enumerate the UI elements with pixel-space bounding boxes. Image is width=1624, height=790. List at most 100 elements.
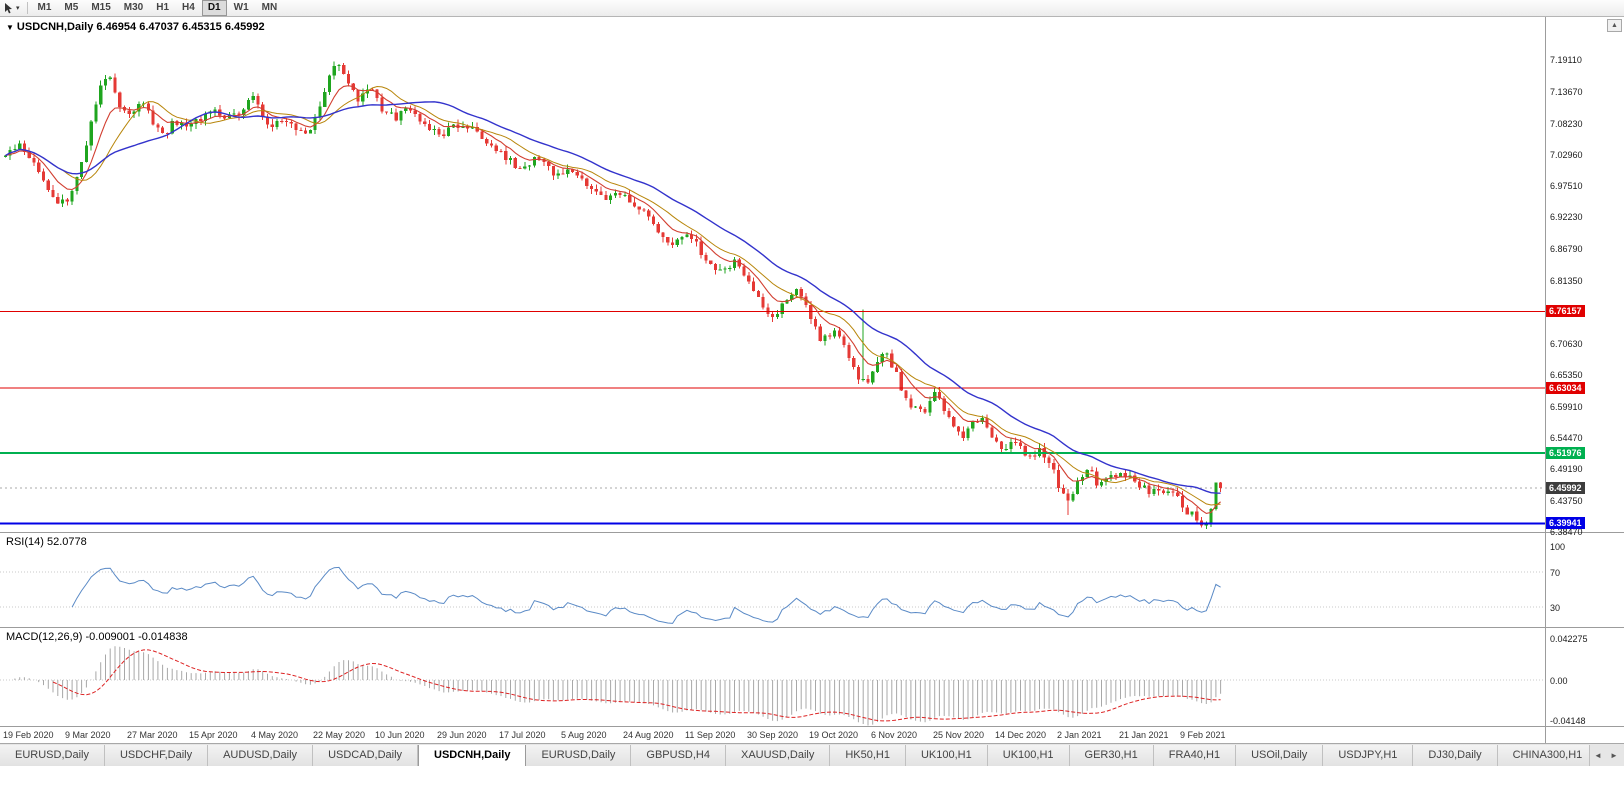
rsi-axis-tick: 30 xyxy=(1550,603,1561,613)
chart-tab-dj30-daily[interactable]: DJ30,Daily xyxy=(1413,745,1498,766)
pane-divider[interactable] xyxy=(0,532,1624,533)
chart-tab-gbpusd-h4[interactable]: GBPUSD,H4 xyxy=(631,745,726,766)
timeframe-button-w1[interactable]: W1 xyxy=(233,2,249,13)
macd-axis-tick: 0.00 xyxy=(1550,676,1568,686)
macd-axis-tick: -0.04148 xyxy=(1550,716,1586,726)
rsi-axis-tick: 70 xyxy=(1550,568,1561,578)
price-axis-tick: 6.70630 xyxy=(1550,338,1583,349)
price-axis-tick: 6.49190 xyxy=(1550,464,1583,475)
x-axis-label: 17 Jul 2020 xyxy=(499,730,546,740)
timeframe-button-mn[interactable]: MN xyxy=(261,2,278,13)
price-axis-separator xyxy=(1545,17,1546,743)
price-level-tag: 6.76157 xyxy=(1546,305,1585,318)
x-axis-label: 9 Mar 2020 xyxy=(65,730,111,740)
cursor-tool-icon[interactable] xyxy=(4,2,14,14)
macd-label: MACD(12,26,9) -0.009001 -0.014838 xyxy=(6,631,188,643)
macd-chart[interactable] xyxy=(0,628,1545,726)
price-level-tag: 6.63034 xyxy=(1546,382,1585,395)
timeframe-button-m30[interactable]: M30 xyxy=(123,2,144,13)
current-price-tag: 6.45992 xyxy=(1546,481,1585,494)
cursor-tool-caret-icon[interactable]: ▾ xyxy=(16,5,20,12)
chart-tab-usdcnh-daily[interactable]: USDCNH,Daily xyxy=(418,745,527,766)
candlestick-chart[interactable] xyxy=(0,17,1545,532)
x-axis-label: 5 Aug 2020 xyxy=(561,730,607,740)
time-axis[interactable]: 19 Feb 2020 9 Mar 2020 27 Mar 2020 15 Apr 2… xyxy=(0,727,1545,743)
rsi-indicator-value: 52.0778 xyxy=(46,536,87,548)
timeframe-toolbar: ▾ M1 M5 M15 M30 H1 H4 D1 W1 MN xyxy=(0,0,1624,17)
x-axis-label: 24 Aug 2020 xyxy=(623,730,674,740)
x-axis-label: 25 Nov 2020 xyxy=(933,730,985,740)
rsi-indicator-name: RSI(14) xyxy=(6,536,44,548)
price-axis-tick: 6.86790 xyxy=(1550,244,1583,255)
chart-tab-audusd-daily[interactable]: AUDUSD,Daily xyxy=(208,745,314,766)
x-axis-label: 19 Feb 2020 xyxy=(3,730,54,740)
x-axis-label: 10 Jun 2020 xyxy=(375,730,425,740)
x-axis-label: 14 Dec 2020 xyxy=(995,730,1047,740)
price-axis-tick: 7.13670 xyxy=(1550,86,1583,97)
toolbar-separator xyxy=(26,2,28,14)
scroll-up-button[interactable]: ▲ xyxy=(1607,19,1622,32)
price-axis-tick: 6.59910 xyxy=(1550,401,1583,412)
chart-ohlc-values: 6.46954 6.47037 6.45315 6.45992 xyxy=(96,21,265,33)
x-axis-label: 21 Jan 2021 xyxy=(1119,730,1169,740)
price-axis-tick: 6.92230 xyxy=(1550,212,1583,223)
macd-axis-tick: 0.042275 xyxy=(1550,633,1588,644)
chart-tab-usdchf-daily[interactable]: USDCHF,Daily xyxy=(104,745,209,766)
x-axis-label: 29 Jun 2020 xyxy=(437,730,487,740)
pane-divider[interactable] xyxy=(0,627,1624,628)
x-axis-label: 27 Mar 2020 xyxy=(127,730,178,740)
chart-tab-ger30-h1[interactable]: GER30,H1 xyxy=(1069,745,1154,766)
chart-tab-xauusd-daily[interactable]: XAUUSD,Daily xyxy=(725,745,831,766)
chart-tab-usdcad-daily[interactable]: USDCAD,Daily xyxy=(313,745,419,766)
chart-tabs: EURUSD,Daily USDCHF,Daily AUDUSD,Daily USDC… xyxy=(0,745,1590,766)
rsi-label: RSI(14) 52.0778 xyxy=(6,536,87,548)
tab-scroll-arrows: ◄ ► xyxy=(1589,745,1624,766)
tab-scroll-left-icon[interactable]: ◄ xyxy=(1594,751,1602,760)
x-axis-label: 2 Jan 2021 xyxy=(1057,730,1102,740)
price-axis-tick: 7.19110 xyxy=(1550,55,1582,66)
timeframe-button-m1[interactable]: M1 xyxy=(37,2,52,13)
price-axis-tick: 6.81350 xyxy=(1550,276,1583,287)
timeframe-button-h1[interactable]: H1 xyxy=(156,2,170,13)
x-axis-label: 9 Feb 2021 xyxy=(1180,730,1226,740)
rsi-chart[interactable] xyxy=(0,533,1545,627)
x-axis-label: 30 Sep 2020 xyxy=(747,730,799,740)
rsi-axis-tick: 100 xyxy=(1550,541,1566,552)
pane-divider xyxy=(0,726,1624,727)
timeframe-button-m5[interactable]: M5 xyxy=(64,2,79,13)
timeframe-button-m15[interactable]: M15 xyxy=(91,2,111,13)
chart-tab-china300-h1[interactable]: CHINA300,H1 xyxy=(1497,745,1590,766)
price-axis-tick: 6.38470 xyxy=(1550,527,1583,537)
timeframe-button-d1[interactable]: D1 xyxy=(201,0,227,16)
x-axis-label: 11 Sep 2020 xyxy=(685,730,736,740)
price-axis-tick: 6.65350 xyxy=(1550,369,1583,380)
price-axis-tick: 6.54470 xyxy=(1550,433,1583,444)
x-axis-label: 6 Nov 2020 xyxy=(871,730,918,740)
x-axis-label: 19 Oct 2020 xyxy=(809,730,859,740)
timeframe-button-h4[interactable]: H4 xyxy=(182,2,195,13)
chart-tab-fra40-h1[interactable]: FRA40,H1 xyxy=(1153,745,1237,766)
chart-title: ▼ USDCNH,Daily 6.46954 6.47037 6.45315 6.… xyxy=(6,21,265,33)
chart-tab-eurusd-daily[interactable]: EURUSD,Daily xyxy=(526,745,632,766)
price-axis-tick: 7.08230 xyxy=(1550,118,1583,129)
timeframe-buttons-group: M1 M5 M15 M30 H1 H4 D1 W1 MN xyxy=(32,0,284,16)
x-axis-label: 15 Apr 2020 xyxy=(189,730,238,740)
title-marker-icon: ▼ xyxy=(6,23,14,32)
price-axis-tick: 6.43750 xyxy=(1550,496,1583,507)
macd-indicator-values: -0.009001 -0.014838 xyxy=(85,631,188,643)
chart-tab-usdjpy-h1[interactable]: USDJPY,H1 xyxy=(1323,745,1414,766)
chart-tab-eurusd-daily[interactable]: EURUSD,Daily xyxy=(0,745,105,766)
chart-tab-usoil-daily[interactable]: USOil,Daily xyxy=(1236,745,1324,766)
price-axis-tick: 6.97510 xyxy=(1550,181,1583,192)
chart-tab-uk100-h1[interactable]: UK100,H1 xyxy=(905,745,988,766)
chart-symbol-period: USDCNH,Daily xyxy=(16,21,94,33)
price-axis-tick: 7.02960 xyxy=(1550,149,1583,160)
chart-tab-uk100-h1[interactable]: UK100,H1 xyxy=(987,745,1070,766)
chart-tab-bar: EURUSD,Daily USDCHF,Daily AUDUSD,Daily USDC… xyxy=(0,743,1624,766)
x-axis-label: 22 May 2020 xyxy=(313,730,366,740)
tab-scroll-right-icon[interactable]: ► xyxy=(1610,751,1618,760)
chart-tab-hk50-h1[interactable]: HK50,H1 xyxy=(830,745,906,766)
x-axis-label: 4 May 2020 xyxy=(251,730,299,740)
price-level-tag: 6.39941 xyxy=(1546,517,1585,530)
